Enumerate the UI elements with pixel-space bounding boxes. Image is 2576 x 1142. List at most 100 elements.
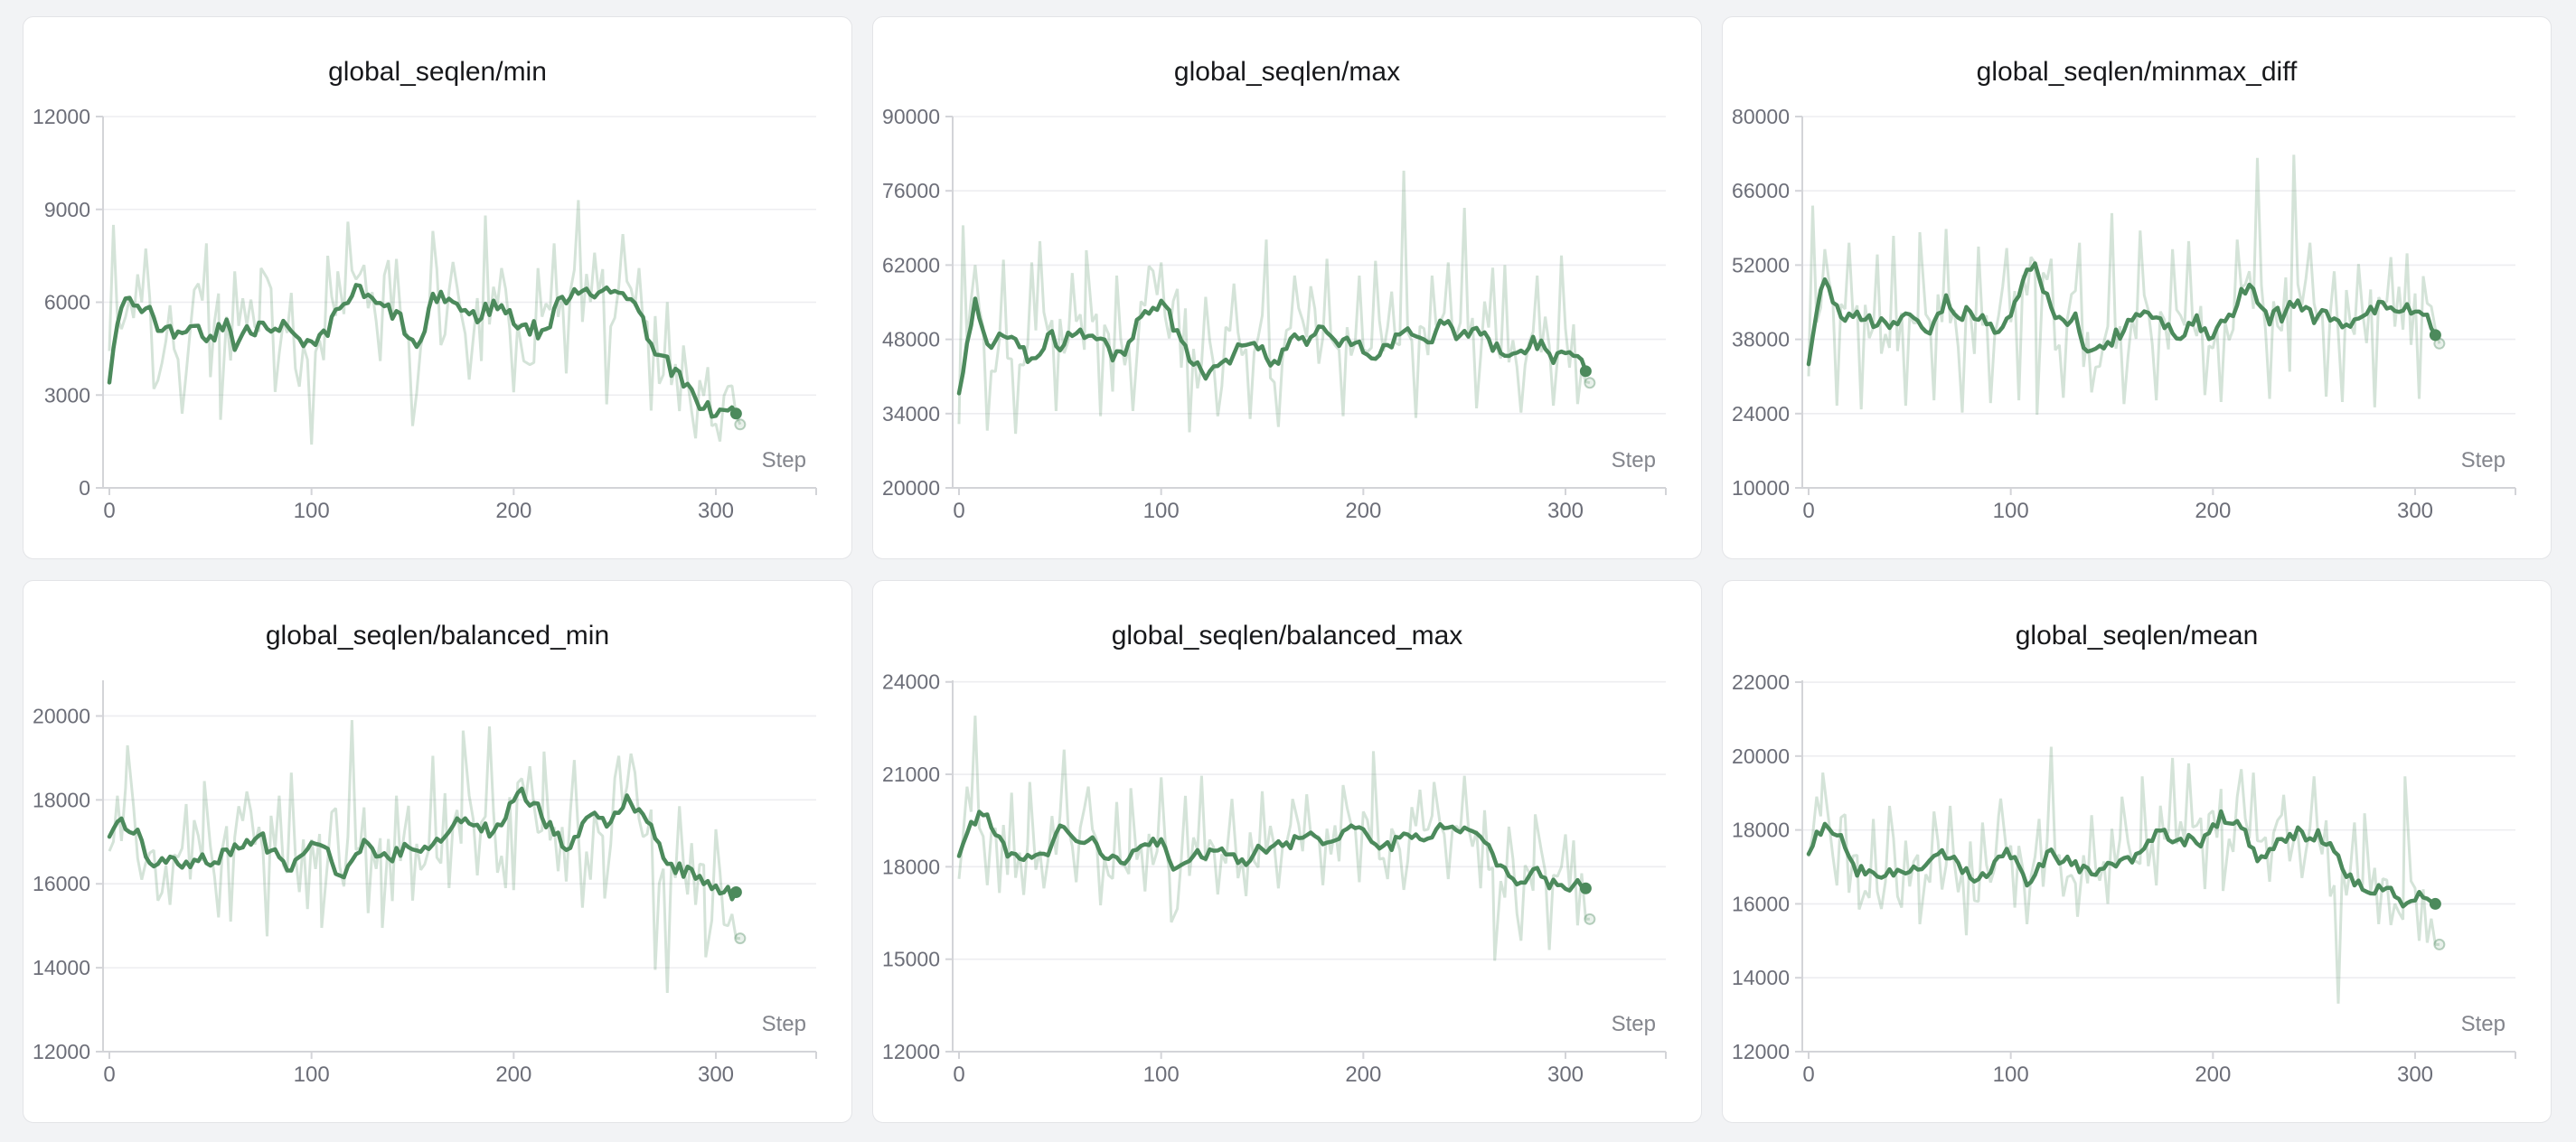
svg-text:200: 200 xyxy=(1345,499,1381,523)
final-point-marker xyxy=(2429,897,2441,910)
svg-text:0: 0 xyxy=(1802,499,1814,523)
chart-plot-global-seqlen-mean[interactable]: 12000 14000 16000 18000 20000 22000 0 100 200 300… xyxy=(1723,581,2551,1122)
smoothed-series-line xyxy=(1806,809,2438,909)
svg-text:200: 200 xyxy=(2195,499,2231,523)
svg-text:12000: 12000 xyxy=(33,1040,90,1063)
svg-text:14000: 14000 xyxy=(33,956,90,979)
chart-title: global_seqlen/mean xyxy=(2015,621,2259,651)
svg-text:100: 100 xyxy=(1993,499,2029,523)
svg-text:100: 100 xyxy=(1143,499,1180,523)
chart-plot-global-seqlen-balanced-max[interactable]: 12000 15000 18000 21000 24000 0 100 200 300 Step xyxy=(873,581,1701,1122)
svg-text:22000: 22000 xyxy=(1732,670,1790,694)
svg-text:100: 100 xyxy=(1993,1062,2029,1087)
y-tick-labels: 20000 34000 48000 62000 76000 90000 xyxy=(882,105,953,500)
chart-card-global-seqlen-max[interactable]: global_seqlen/max 20000 34000 48000 62000 76… xyxy=(872,16,1702,559)
axes xyxy=(1801,117,2515,489)
raw-series-line xyxy=(108,720,740,994)
raw-final-point-marker xyxy=(734,418,747,431)
chart-card-global-seqlen-balanced-max[interactable]: global_seqlen/balanced_max 12000 15000 180… xyxy=(872,580,1702,1123)
svg-text:34000: 34000 xyxy=(882,402,940,426)
raw-series-line xyxy=(957,170,1591,435)
axes xyxy=(952,680,1666,1053)
x-tick-labels: 0 100 200 300 xyxy=(103,488,817,523)
svg-text:0: 0 xyxy=(1802,1062,1814,1087)
x-tick-labels: 0 100 200 300 xyxy=(1802,1052,2516,1087)
chart-plot-global-seqlen-balanced-min[interactable]: 12000 14000 16000 18000 20000 0 100 200 300 Step xyxy=(24,581,851,1122)
final-point-marker xyxy=(2429,329,2441,342)
svg-text:6000: 6000 xyxy=(44,291,90,314)
svg-text:20000: 20000 xyxy=(33,704,90,727)
svg-text:300: 300 xyxy=(1547,499,1584,523)
chart-plot-global-seqlen-minmax-diff[interactable]: 10000 24000 38000 52000 66000 80000 0 100 200 300… xyxy=(1723,17,2551,558)
chart-card-global-seqlen-min[interactable]: global_seqlen/min 0 3000 6000 9000 12000 0 100… xyxy=(23,16,852,559)
chart-title: global_seqlen/minmax_diff xyxy=(1976,57,2298,87)
svg-text:3000: 3000 xyxy=(44,383,90,407)
svg-text:24000: 24000 xyxy=(1732,402,1790,426)
svg-text:66000: 66000 xyxy=(1732,179,1790,202)
y-tick-labels: 12000 15000 18000 21000 24000 xyxy=(882,670,953,1063)
chart-plot-global-seqlen-max[interactable]: 20000 34000 48000 62000 76000 90000 0 100 200 300… xyxy=(873,17,1701,558)
svg-text:300: 300 xyxy=(698,499,734,523)
final-point-marker xyxy=(729,407,742,420)
svg-text:300: 300 xyxy=(2397,499,2433,523)
svg-text:0: 0 xyxy=(79,476,90,500)
svg-text:38000: 38000 xyxy=(1732,328,1790,351)
svg-text:16000: 16000 xyxy=(33,872,90,895)
chart-card-global-seqlen-mean[interactable]: global_seqlen/mean 12000 14000 16000 18000 2… xyxy=(1722,580,2552,1123)
svg-text:20000: 20000 xyxy=(882,476,940,500)
svg-text:12000: 12000 xyxy=(1732,1040,1790,1063)
x-tick-labels: 0 100 200 300 xyxy=(953,1052,1667,1087)
y-tick-labels: 0 3000 6000 9000 12000 xyxy=(33,105,103,500)
grid-lines xyxy=(953,680,1666,1053)
svg-text:200: 200 xyxy=(495,499,531,523)
svg-text:100: 100 xyxy=(294,1062,330,1087)
raw-series-line xyxy=(1807,154,2441,416)
svg-text:21000: 21000 xyxy=(882,763,940,786)
raw-final-point-marker xyxy=(734,932,747,945)
x-tick-labels: 0 100 200 300 xyxy=(1802,488,2516,523)
svg-text:15000: 15000 xyxy=(882,948,940,971)
svg-text:12000: 12000 xyxy=(882,1040,940,1063)
chart-card-global-seqlen-balanced-min[interactable]: global_seqlen/balanced_min 12000 14000 160… xyxy=(23,580,852,1123)
raw-final-point-marker xyxy=(1584,377,1596,389)
x-axis-label: Step xyxy=(762,448,806,473)
y-tick-labels: 12000 14000 16000 18000 20000 22000 xyxy=(1732,670,1802,1063)
x-axis-label: Step xyxy=(2461,1012,2505,1036)
smoothed-series-line xyxy=(956,296,1588,396)
svg-text:300: 300 xyxy=(2397,1062,2433,1087)
final-point-marker xyxy=(1579,365,1592,378)
svg-text:14000: 14000 xyxy=(1732,966,1790,989)
svg-text:100: 100 xyxy=(1143,1062,1180,1087)
chart-title: global_seqlen/balanced_min xyxy=(265,621,610,651)
svg-text:52000: 52000 xyxy=(1732,253,1790,276)
axes xyxy=(102,680,816,1053)
svg-text:0: 0 xyxy=(953,499,964,523)
svg-text:18000: 18000 xyxy=(1732,819,1790,842)
smoothed-series-line xyxy=(107,283,738,419)
y-tick-labels: 12000 14000 16000 18000 20000 xyxy=(33,704,103,1063)
x-axis-label: Step xyxy=(762,1012,806,1036)
svg-text:200: 200 xyxy=(495,1062,531,1087)
x-axis-label: Step xyxy=(2461,448,2505,473)
svg-text:18000: 18000 xyxy=(33,788,90,811)
x-axis-label: Step xyxy=(1612,1012,1656,1036)
chart-plot-global-seqlen-min[interactable]: 0 3000 6000 9000 12000 0 100 200 300 Step xyxy=(24,17,851,558)
x-tick-labels: 0 100 200 300 xyxy=(953,488,1667,523)
svg-text:9000: 9000 xyxy=(44,198,90,221)
chart-title: global_seqlen/min xyxy=(328,57,547,87)
chart-title: global_seqlen/max xyxy=(1173,57,1401,87)
svg-text:10000: 10000 xyxy=(1732,476,1790,500)
svg-text:0: 0 xyxy=(953,1062,964,1087)
raw-final-point-marker xyxy=(1584,913,1596,925)
chart-title: global_seqlen/balanced_max xyxy=(1111,621,1463,651)
axes xyxy=(1801,680,2515,1053)
svg-text:62000: 62000 xyxy=(882,253,940,276)
svg-text:20000: 20000 xyxy=(1732,744,1790,768)
svg-text:200: 200 xyxy=(2195,1062,2231,1087)
raw-series-line xyxy=(1807,746,2440,1004)
svg-text:12000: 12000 xyxy=(33,105,90,128)
chart-card-global-seqlen-minmax-diff[interactable]: global_seqlen/minmax_diff 10000 24000 3800… xyxy=(1722,16,2552,559)
svg-text:90000: 90000 xyxy=(882,105,940,128)
svg-text:0: 0 xyxy=(103,499,115,523)
